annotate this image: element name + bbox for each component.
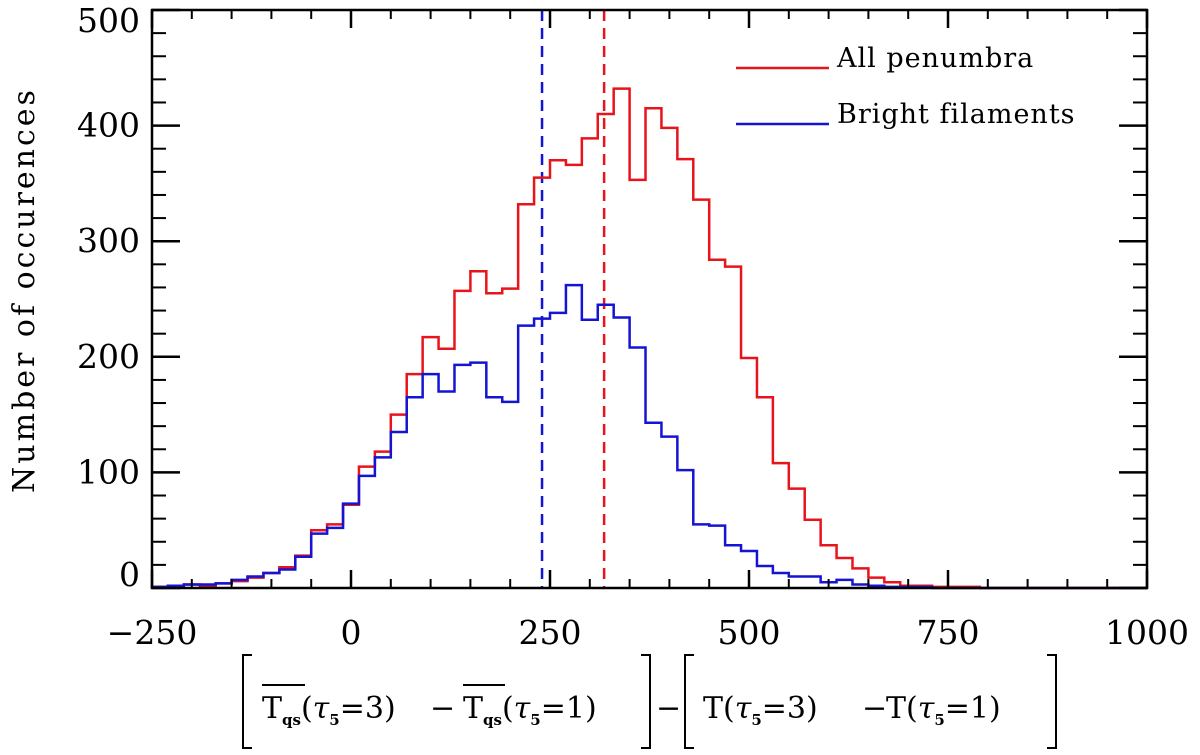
y-tick-label: 500 [77, 1, 140, 40]
y-tick-label: 100 [77, 452, 140, 491]
legend-label: All penumbra [836, 43, 1034, 74]
x-tick-label: 0 [341, 613, 362, 652]
y-tick-label: 300 [77, 221, 140, 260]
x-axis-title: Tqs(τ5=3) − Tqs(τ5=1) − T(τ5=3) − T(τ5=1… [242, 654, 1057, 749]
left-bracket-open [242, 654, 252, 749]
x-tick-label: 250 [519, 613, 582, 652]
x-label-term-3: T(τ5=3) [703, 691, 818, 729]
plot-frame [150, 8, 1149, 590]
x-label-term-4: T(τ5=1) [886, 691, 1001, 729]
series-all-penumbra [150, 87, 1147, 590]
y-tick-label: 0 [119, 555, 140, 594]
right-bracket-open [684, 654, 694, 749]
legend-label: Bright filaments [837, 99, 1076, 130]
x-tick-label: 750 [917, 613, 980, 652]
x-label-minus-mid: − [656, 691, 681, 726]
x-tick-label: 1000 [1105, 613, 1189, 652]
y-tick-label: 400 [77, 106, 140, 145]
x-label-minus-1: − [430, 691, 455, 726]
legend: All penumbra Bright filaments [736, 43, 1076, 130]
x-tick-label: −250 [107, 613, 198, 652]
y-axis-title: Number of occurences [7, 87, 42, 493]
right-bracket-close [1047, 654, 1057, 749]
series-bright-filaments [150, 283, 1147, 590]
x-tick-label: 500 [718, 613, 781, 652]
x-label-minus-2: − [862, 691, 887, 726]
x-label-term-1: Tqs(τ5=3) [262, 691, 396, 729]
y-tick-label: 200 [77, 337, 140, 376]
x-label-term-2: Tqs(τ5=1) [463, 691, 597, 729]
left-bracket-close [641, 654, 651, 749]
